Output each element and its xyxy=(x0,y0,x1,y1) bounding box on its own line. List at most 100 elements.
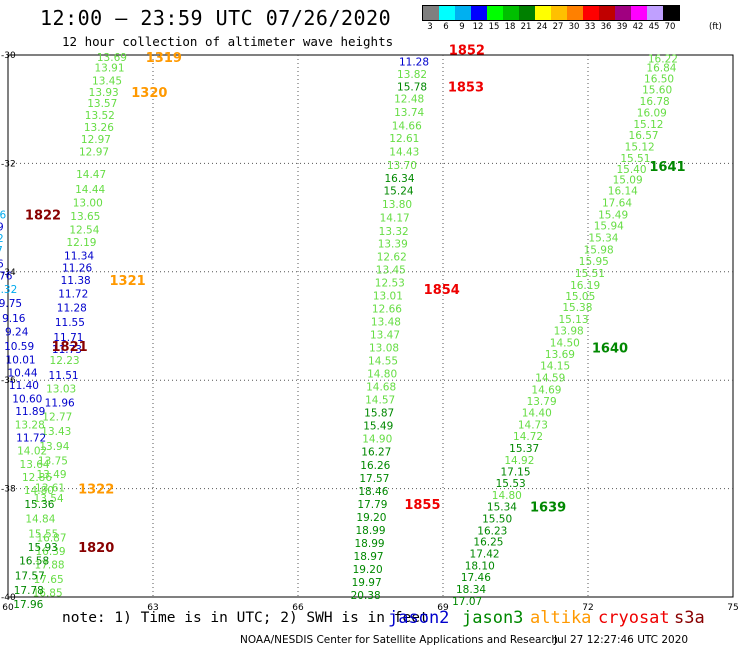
legend-swatch xyxy=(631,6,647,20)
swh-value: 18.97 xyxy=(354,551,384,563)
swh-value: 13.69 xyxy=(545,349,575,361)
legend-swatch xyxy=(471,6,487,20)
swh-value: 12.48 xyxy=(394,93,424,105)
swh-value: 17.79 xyxy=(357,499,387,511)
swh-value: 15.34 xyxy=(487,501,517,513)
lon-tick-label: 60 xyxy=(2,603,14,613)
note-text: note: 1) Time is in UTC; 2) SWH is in fe… xyxy=(62,610,429,626)
lon-tick-label: 75 xyxy=(727,603,738,613)
swh-value: 16.27 xyxy=(361,447,391,459)
swh-value: 8.37 xyxy=(0,245,3,257)
swh-value: 13.47 xyxy=(370,330,400,342)
swh-value: 15.98 xyxy=(584,245,614,257)
swh-value: 17.15 xyxy=(500,466,530,478)
page-subtitle: 12 hour collection of altimeter wave hei… xyxy=(62,34,394,49)
swh-value: 16.23 xyxy=(477,525,507,537)
swh-value: 12.54 xyxy=(69,225,99,237)
swh-value: 15.87 xyxy=(364,408,394,420)
swh-value: 13.00 xyxy=(73,197,103,209)
pass-time-label: 1820 xyxy=(78,541,114,556)
swh-value: 13.74 xyxy=(394,107,424,119)
swh-value: 11.55 xyxy=(55,317,85,329)
swh-value: 10.76 xyxy=(0,271,13,283)
legend-swatch xyxy=(423,6,439,20)
legend-label: 39 xyxy=(616,22,628,32)
swh-value: 18.34 xyxy=(456,584,486,596)
swh-value: 19.20 xyxy=(353,564,383,576)
swh-value: 15.55 xyxy=(28,529,58,541)
swh-value: 17.57 xyxy=(359,473,389,485)
swh-value: 8.46 xyxy=(0,209,6,221)
swh-value: 16.58 xyxy=(19,556,49,568)
swh-value: 17.46 xyxy=(461,572,491,584)
swh-value: 9.09 xyxy=(0,221,4,233)
swh-value: 15.37 xyxy=(509,443,539,455)
footer-credit: NOAA/NESDIS Center for Satellite Applica… xyxy=(240,634,558,646)
legend-label: 36 xyxy=(600,22,612,32)
swh-value: 14.55 xyxy=(368,356,398,368)
pass-time-label: 1322 xyxy=(78,483,114,498)
swh-value: 13.39 xyxy=(378,239,408,251)
swh-value: 7.32 xyxy=(0,284,17,296)
swh-value: 13.93 xyxy=(89,87,119,99)
swh-value: 13.45 xyxy=(376,265,406,277)
lat-tick-label: -30 xyxy=(1,51,16,61)
swh-value: 16.26 xyxy=(360,460,390,472)
legend-label: 6 xyxy=(443,22,449,32)
pass-time-label: 1821 xyxy=(52,340,88,355)
swh-value: 16.87 xyxy=(36,532,66,544)
swh-value: 15.13 xyxy=(558,314,588,326)
swh-value: 13.69 xyxy=(97,52,127,64)
legend-label: 33 xyxy=(584,22,596,32)
page-title: 12:00 – 23:59 UTC 07/26/2020 xyxy=(40,6,392,30)
swh-value: 11.28 xyxy=(399,57,429,69)
swh-value: 15.49 xyxy=(598,209,628,221)
swh-value: 13.52 xyxy=(85,110,115,122)
legend-label: 70 xyxy=(664,22,676,32)
swh-value: 16.84 xyxy=(646,62,676,74)
swh-value: 20.38 xyxy=(351,590,381,602)
legend-swatch xyxy=(519,6,535,20)
swh-value: 15.12 xyxy=(625,142,655,154)
lat-tick-label: -36 xyxy=(1,376,16,386)
swh-value: 17.64 xyxy=(602,197,632,209)
swh-value: 12.77 xyxy=(42,412,72,424)
swh-value: 13.91 xyxy=(94,62,124,74)
swh-value: 15.38 xyxy=(562,302,592,314)
swh-value: 13.94 xyxy=(39,441,69,453)
swh-value: 11.71 xyxy=(53,332,83,344)
map-frame xyxy=(7,54,734,598)
swh-value: 12.97 xyxy=(79,146,109,158)
swh-value: 13.48 xyxy=(371,317,401,329)
legend-swatch xyxy=(647,6,663,20)
pass-time-label: 1641 xyxy=(649,160,685,175)
swh-value: 14.47 xyxy=(76,169,106,181)
legend-label: 30 xyxy=(568,22,580,32)
legend-label: 9 xyxy=(459,22,465,32)
swh-value: 11.89 xyxy=(15,406,45,418)
swh-value: 8.22 xyxy=(0,233,4,245)
swh-value: 13.65 xyxy=(70,211,100,223)
swh-value: 14.50 xyxy=(550,337,580,349)
satellite-name: s3a xyxy=(674,608,705,628)
swh-value: 16.85 xyxy=(33,588,63,600)
swh-value: 15.09 xyxy=(613,175,643,187)
pass-time-label: 1319 xyxy=(146,51,182,66)
swh-value: 16.34 xyxy=(384,173,414,185)
swh-value: 16.14 xyxy=(608,186,638,198)
swh-value: 11.72 xyxy=(58,288,88,300)
pass-time-label: 1855 xyxy=(404,498,440,513)
swh-value: 16.78 xyxy=(640,96,670,108)
satellite-name: cryosat xyxy=(598,608,670,628)
swh-value: 12.61 xyxy=(389,133,419,145)
swh-value: 14.17 xyxy=(380,213,410,225)
swh-value: 14.40 xyxy=(522,408,552,420)
swh-value: 13.32 xyxy=(379,226,409,238)
swh-value: 11.51 xyxy=(49,370,79,382)
swh-value: 18.10 xyxy=(465,561,495,573)
swh-value: 16.57 xyxy=(629,130,659,142)
swh-value: 17.42 xyxy=(470,549,500,561)
swh-value: 15.60 xyxy=(642,85,672,97)
legend-label: 15 xyxy=(488,22,500,32)
